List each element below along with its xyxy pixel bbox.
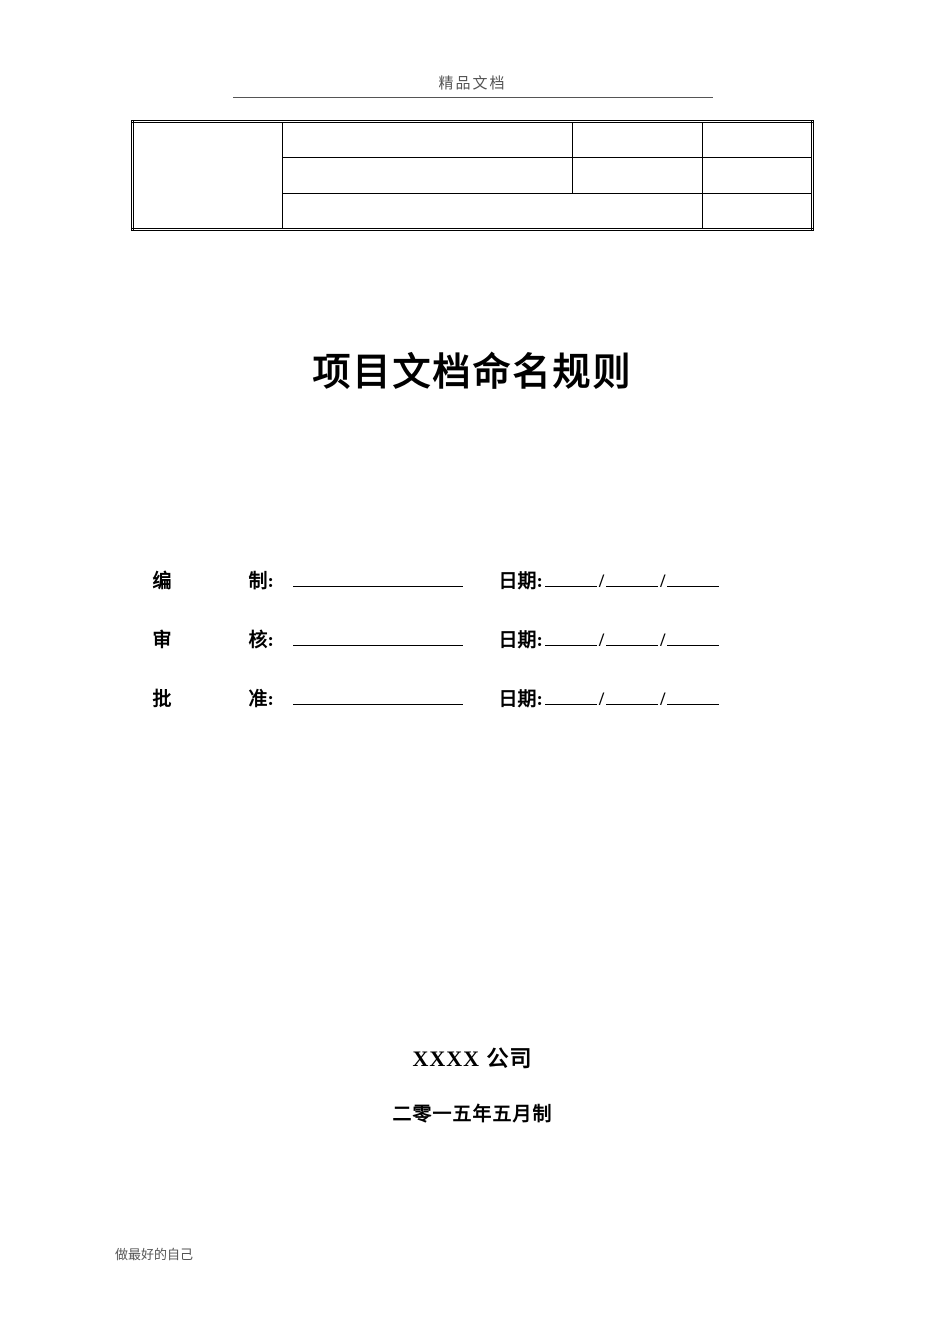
page-header: 精品文档 (0, 0, 945, 98)
date-blank (667, 684, 719, 705)
signature-blank (293, 566, 463, 587)
signature-blank (293, 684, 463, 705)
document-title: 项目文档命名规则 (0, 341, 945, 396)
date-slash: / (599, 630, 604, 652)
signoff-block: 编 制: 日期: / / 审 核: 日期: / / 批 准: 日期: / / (153, 566, 793, 711)
header-rule (233, 97, 713, 98)
table-cell (703, 122, 813, 158)
table-cell (133, 122, 283, 230)
table-cell (573, 158, 703, 194)
meta-table (131, 120, 814, 231)
signoff-label: 批 (153, 684, 193, 711)
date-slash: / (660, 571, 665, 593)
date-slash: / (599, 689, 604, 711)
date-label: 日期: (499, 684, 543, 711)
signoff-label: 制: (249, 566, 289, 593)
date-blank (545, 625, 597, 646)
signoff-row-approve: 批 准: 日期: / / (153, 684, 793, 711)
date-blank (545, 684, 597, 705)
table-cell (283, 194, 703, 230)
date-blank (667, 625, 719, 646)
signoff-label: 核: (249, 625, 289, 652)
signature-blank (293, 625, 463, 646)
signoff-label: 编 (153, 566, 193, 593)
table-cell (573, 122, 703, 158)
table-cell (283, 122, 573, 158)
date-blank (545, 566, 597, 587)
date-slash: / (660, 689, 665, 711)
table-row (133, 122, 813, 158)
signoff-label: 准: (249, 684, 289, 711)
date-blank (667, 566, 719, 587)
date-label: 日期: (499, 566, 543, 593)
signoff-label: 审 (153, 625, 193, 652)
date-slash: / (599, 571, 604, 593)
signoff-row-review: 审 核: 日期: / / (153, 625, 793, 652)
date-blank (606, 566, 658, 587)
company-code: XXXX (412, 1046, 480, 1071)
company-line: XXXX 公司 (0, 1041, 945, 1073)
date-made: 二零一五年五月制 (0, 1099, 945, 1126)
header-label: 精品文档 (438, 76, 506, 92)
date-blank (606, 684, 658, 705)
table-cell (703, 158, 813, 194)
table-cell (703, 194, 813, 230)
date-label: 日期: (499, 625, 543, 652)
table-cell (283, 158, 573, 194)
date-blank (606, 625, 658, 646)
footer-text: 做最好的自己 (115, 1244, 193, 1263)
signoff-row-compile: 编 制: 日期: / / (153, 566, 793, 593)
date-slash: / (660, 630, 665, 652)
company-suffix: 公司 (480, 1046, 533, 1071)
